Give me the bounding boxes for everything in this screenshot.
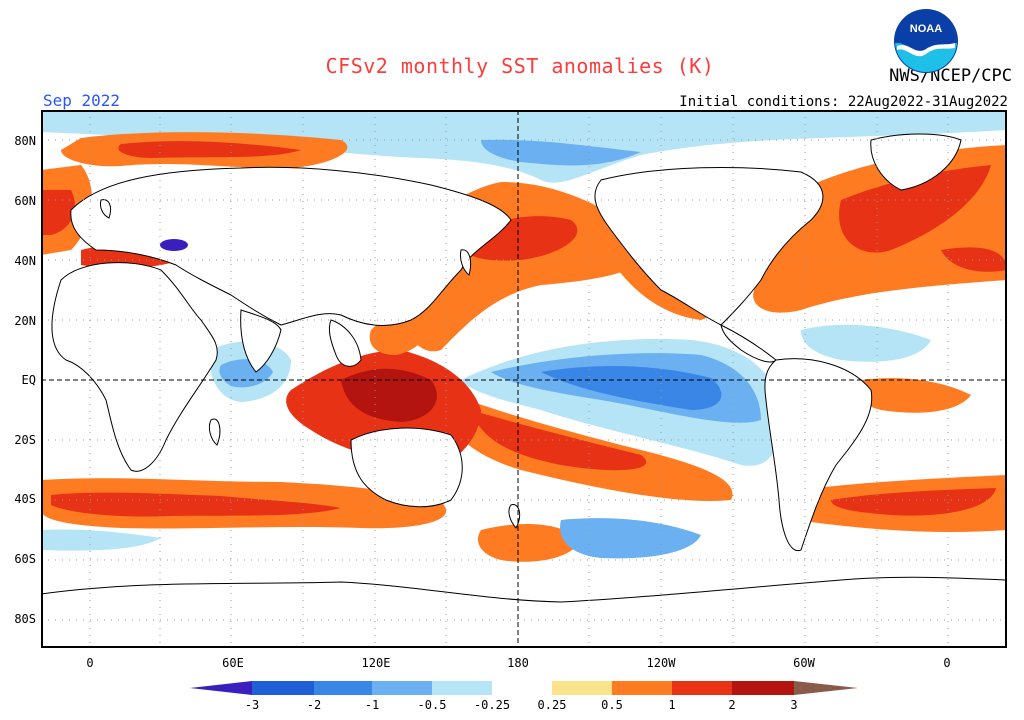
lon-label: 120E	[361, 656, 391, 670]
colorbar-segment	[672, 681, 732, 695]
colorbar-label: 0.5	[601, 698, 623, 712]
colorbar-segment	[252, 681, 314, 695]
colorbar-segment	[314, 681, 372, 695]
lon-label: 60W	[793, 656, 815, 670]
graticule	[41, 110, 1007, 648]
lat-label: 80N	[14, 134, 36, 148]
black-sea-anomaly	[160, 239, 188, 251]
lon-label: 0	[86, 656, 94, 670]
lat-label: 20S	[14, 433, 36, 447]
colorbar-segment	[372, 681, 432, 695]
map-title: CFSv2 monthly SST anomalies (K)	[325, 54, 715, 78]
colorbar-label: -0.25	[473, 698, 511, 712]
colorbar-label: -2	[306, 698, 322, 712]
lat-label: 40S	[14, 492, 36, 506]
colorbar-segment	[492, 681, 552, 695]
colorbar-segment	[552, 681, 612, 695]
lon-label: 0	[943, 656, 951, 670]
forecast-month: Sep 2022	[43, 91, 121, 110]
lat-label: 80S	[14, 612, 36, 626]
colorbar-segment	[432, 681, 492, 695]
logo-text: NOAA	[910, 23, 942, 35]
colorbar-label: 1	[668, 698, 676, 712]
colorbar-high-arrow	[794, 681, 858, 695]
lat-label: 60N	[14, 194, 36, 208]
initial-conditions: Initial conditions: 22Aug2022-31Aug2022	[679, 94, 1008, 110]
land-masses	[41, 133, 1007, 648]
colorbar-label: 2	[728, 698, 736, 712]
colorbar-segment	[612, 681, 672, 695]
lat-label: 60S	[14, 552, 36, 566]
colorbar-label: 3	[790, 698, 798, 712]
colorbar-low-arrow	[190, 681, 252, 695]
lon-label: 60E	[222, 656, 244, 670]
map-frame	[41, 110, 1007, 648]
colorbar-label: -3	[244, 698, 260, 712]
lon-label: 120W	[646, 656, 676, 670]
colorbar	[190, 681, 858, 695]
noaa-logo: NOAA	[894, 9, 958, 73]
colorbar-label: 0.25	[537, 698, 567, 712]
colorbar-label: -0.5	[417, 698, 447, 712]
sst-anomaly-map	[41, 110, 1007, 648]
colorbar-segment	[732, 681, 794, 695]
colorbar-label: -1	[364, 698, 380, 712]
lat-label: 20N	[14, 314, 36, 328]
lat-label: 40N	[14, 254, 36, 268]
lat-label: EQ	[21, 373, 36, 387]
lon-label: 180	[507, 656, 529, 670]
